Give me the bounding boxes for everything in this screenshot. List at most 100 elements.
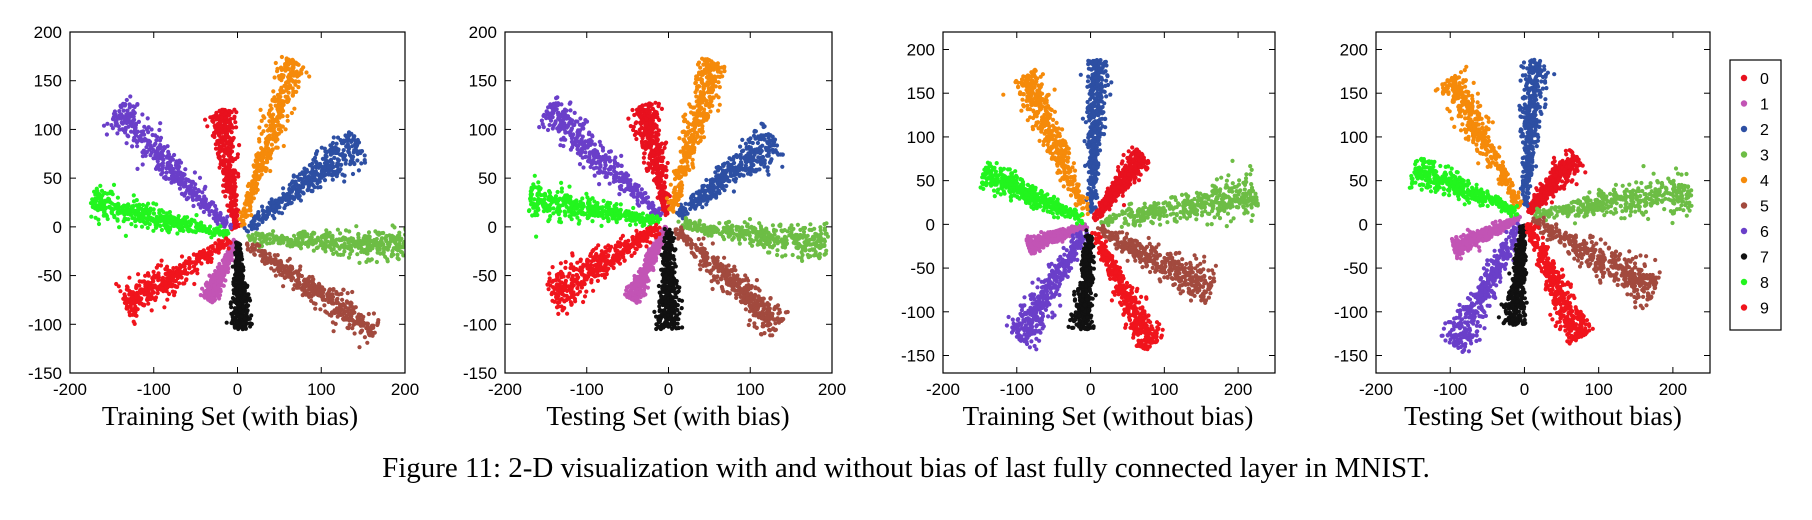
y-tick-label: 100	[34, 120, 62, 139]
legend-marker	[1740, 125, 1748, 133]
cluster-5	[244, 241, 381, 350]
x-tick-label: -200	[488, 380, 522, 399]
legend-label: 4	[1760, 173, 1769, 190]
legend-marker	[1740, 253, 1748, 260]
x-tick-label: 0	[664, 380, 673, 399]
plot-frame	[942, 31, 1276, 374]
cluster-5	[1095, 223, 1218, 305]
cluster-2	[1078, 58, 1114, 214]
x-tick-label: 100	[307, 380, 335, 399]
legend-marker	[1740, 151, 1748, 158]
y-tick-label: -100	[463, 315, 497, 334]
cluster-7	[1496, 223, 1529, 327]
legend-entry-8: 8	[1740, 275, 1769, 292]
legend-entry-1: 1	[1740, 97, 1769, 114]
legend-label: 1	[1760, 97, 1769, 114]
x-tick-label: 0	[1086, 380, 1095, 399]
cluster-5	[1530, 215, 1662, 311]
cluster-7	[224, 240, 254, 332]
panel-title: Training Set (without bias)	[963, 401, 1254, 431]
y-tick-label: -50	[910, 259, 935, 278]
figure-caption: Figure 11: 2-D visualization with and wi…	[382, 452, 1430, 484]
legend-entry-0: 0	[1740, 71, 1769, 88]
x-tick-label: -200	[926, 380, 960, 399]
cluster-8	[526, 173, 663, 239]
y-tick-label: 0	[926, 215, 935, 234]
cluster-9	[1524, 222, 1595, 346]
x-tick-label: 200	[1224, 380, 1252, 399]
x-tick-label: -100	[1000, 380, 1034, 399]
x-tick-label: 200	[391, 380, 419, 399]
y-tick-label: 100	[469, 120, 497, 139]
y-tick-label: 0	[1359, 215, 1368, 234]
legend-entry-9: 9	[1740, 301, 1769, 318]
legend-label: 0	[1760, 71, 1769, 88]
plot-frame	[1375, 31, 1711, 374]
legend-marker	[1740, 202, 1748, 209]
legend-entry-2: 2	[1740, 122, 1769, 139]
y-tick-label: -50	[472, 267, 497, 286]
cluster-3	[1099, 158, 1260, 231]
legend-marker	[1740, 227, 1748, 235]
cluster-0	[1526, 148, 1588, 216]
legend-entry-6: 6	[1740, 224, 1769, 241]
x-tick-label: -100	[1433, 380, 1467, 399]
legend-marker	[1740, 74, 1748, 82]
x-tick-label: 100	[1150, 380, 1178, 399]
legend-entry-3: 3	[1740, 148, 1769, 165]
legend-marker	[1740, 100, 1748, 107]
y-tick-label: -100	[901, 303, 935, 322]
cluster-7	[1066, 228, 1098, 332]
y-tick-label: -150	[901, 347, 935, 366]
x-tick-label: 100	[1584, 380, 1612, 399]
cluster-8	[1407, 156, 1520, 219]
legend-label: 3	[1760, 148, 1769, 165]
cluster-6	[101, 94, 233, 230]
panel-title: Testing Set (without bias)	[1404, 401, 1682, 431]
y-tick-label: -150	[28, 364, 62, 383]
x-tick-label: 200	[818, 380, 846, 399]
y-tick-label: 50	[478, 169, 497, 188]
cluster-2	[242, 130, 368, 234]
cluster-7	[652, 226, 685, 332]
y-tick-label: -100	[28, 315, 62, 334]
legend-box	[1729, 59, 1782, 331]
legend-entry-4: 4	[1740, 173, 1769, 190]
legend-marker	[1740, 176, 1748, 184]
cluster-4	[237, 54, 312, 228]
cluster-4	[664, 56, 727, 214]
legend-label: 2	[1760, 122, 1769, 139]
legend-entry-5: 5	[1740, 199, 1769, 216]
x-tick-label: 100	[736, 380, 764, 399]
cluster-0	[203, 107, 245, 232]
y-tick-label: 100	[907, 128, 935, 147]
panel-title: Testing Set (with bias)	[546, 401, 789, 431]
y-tick-label: 150	[34, 72, 62, 91]
legend-label: 8	[1760, 275, 1769, 292]
y-tick-label: 50	[916, 172, 935, 191]
x-tick-label: -200	[53, 380, 87, 399]
y-tick-label: 200	[34, 23, 62, 42]
y-tick-label: 150	[469, 72, 497, 91]
x-tick-label: -100	[570, 380, 604, 399]
x-tick-label: 0	[1520, 380, 1529, 399]
cluster-3	[246, 223, 405, 265]
cluster-6	[1004, 230, 1090, 352]
cluster-8	[88, 182, 231, 240]
cluster-0	[626, 100, 672, 218]
legend-label: 6	[1760, 224, 1769, 241]
legend-label: 7	[1760, 250, 1769, 267]
y-tick-label: 150	[907, 84, 935, 103]
y-tick-label: 200	[469, 23, 497, 42]
cluster-0	[1091, 145, 1151, 223]
x-tick-label: 200	[1659, 380, 1687, 399]
y-tick-label: 150	[1340, 84, 1368, 103]
y-tick-label: -50	[37, 267, 62, 286]
y-tick-label: -150	[463, 364, 497, 383]
y-tick-label: 0	[53, 218, 62, 237]
legend-entry-7: 7	[1740, 250, 1769, 267]
legend-label: 5	[1760, 199, 1769, 216]
cluster-9	[545, 222, 662, 316]
